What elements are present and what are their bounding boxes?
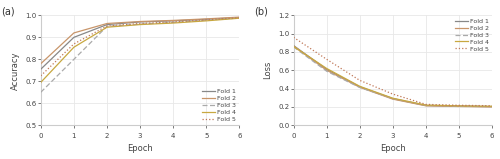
Fold 1 [456, 105, 462, 107]
Fold 2 [456, 106, 462, 107]
Text: (a): (a) [1, 7, 15, 17]
Fold 1 [170, 20, 176, 22]
Fold 3 [423, 104, 429, 106]
Fold 4 [290, 45, 296, 47]
Fold 5 [390, 93, 396, 95]
Fold 4 [236, 17, 242, 19]
Fold 5 [290, 36, 296, 38]
Fold 4 [170, 22, 176, 24]
Fold 3 [38, 91, 44, 93]
Fold 4 [204, 20, 210, 22]
Fold 2 [324, 69, 330, 71]
Text: (b): (b) [254, 7, 268, 17]
Line: Fold 3: Fold 3 [41, 18, 239, 92]
Fold 5 [204, 19, 210, 21]
Fold 5 [456, 104, 462, 106]
Fold 1 [489, 106, 495, 108]
Fold 2 [423, 105, 429, 107]
Fold 2 [104, 23, 110, 24]
Line: Fold 4: Fold 4 [41, 18, 239, 82]
Fold 3 [290, 46, 296, 48]
Line: Fold 2: Fold 2 [41, 17, 239, 64]
Fold 3 [204, 19, 210, 21]
Fold 4 [423, 104, 429, 106]
Fold 5 [137, 23, 143, 24]
Fold 2 [137, 21, 143, 22]
Fold 4 [390, 97, 396, 99]
Fold 4 [456, 105, 462, 107]
Line: Fold 2: Fold 2 [294, 46, 492, 107]
Fold 3 [71, 58, 77, 60]
Line: Fold 5: Fold 5 [294, 37, 492, 106]
Fold 2 [357, 86, 363, 88]
Fold 5 [236, 17, 242, 19]
Fold 3 [357, 86, 363, 88]
Fold 1 [104, 24, 110, 26]
Line: Fold 5: Fold 5 [41, 18, 239, 76]
X-axis label: Epoch: Epoch [127, 144, 153, 153]
Legend: Fold 1, Fold 2, Fold 3, Fold 4, Fold 5: Fold 1, Fold 2, Fold 3, Fold 4, Fold 5 [454, 17, 490, 53]
Y-axis label: Loss: Loss [264, 61, 272, 80]
Fold 3 [236, 17, 242, 19]
Fold 5 [38, 75, 44, 77]
Fold 1 [38, 68, 44, 70]
Fold 4 [71, 46, 77, 48]
Fold 2 [204, 18, 210, 20]
Fold 5 [104, 25, 110, 27]
Fold 2 [236, 16, 242, 18]
Fold 1 [390, 98, 396, 100]
Fold 5 [489, 105, 495, 107]
Fold 4 [357, 85, 363, 87]
Fold 1 [137, 21, 143, 23]
Fold 5 [357, 79, 363, 81]
Line: Fold 4: Fold 4 [294, 46, 492, 106]
Fold 4 [104, 26, 110, 28]
Fold 4 [137, 24, 143, 26]
Fold 3 [489, 106, 495, 107]
Fold 1 [324, 68, 330, 70]
Y-axis label: Accuracy: Accuracy [11, 51, 20, 90]
Fold 1 [71, 36, 77, 38]
Fold 1 [290, 45, 296, 47]
Fold 2 [489, 106, 495, 108]
Fold 1 [357, 86, 363, 88]
Fold 1 [423, 105, 429, 107]
Fold 1 [204, 18, 210, 20]
Fold 5 [423, 103, 429, 105]
Line: Fold 1: Fold 1 [41, 17, 239, 69]
Fold 3 [456, 105, 462, 107]
Fold 2 [170, 19, 176, 21]
Fold 2 [390, 98, 396, 100]
Fold 4 [38, 81, 44, 83]
Fold 4 [324, 68, 330, 69]
Legend: Fold 1, Fold 2, Fold 3, Fold 4, Fold 5: Fold 1, Fold 2, Fold 3, Fold 4, Fold 5 [201, 88, 237, 123]
X-axis label: Epoch: Epoch [380, 144, 406, 153]
Fold 5 [324, 58, 330, 60]
Fold 4 [489, 105, 495, 107]
Fold 3 [324, 70, 330, 72]
Fold 5 [71, 43, 77, 45]
Line: Fold 3: Fold 3 [294, 47, 492, 107]
Fold 2 [71, 32, 77, 34]
Fold 2 [290, 45, 296, 47]
Line: Fold 1: Fold 1 [294, 46, 492, 107]
Fold 2 [38, 63, 44, 65]
Fold 3 [390, 98, 396, 100]
Fold 5 [170, 21, 176, 23]
Fold 1 [236, 17, 242, 18]
Fold 3 [104, 25, 110, 27]
Fold 3 [137, 23, 143, 25]
Fold 3 [170, 21, 176, 23]
